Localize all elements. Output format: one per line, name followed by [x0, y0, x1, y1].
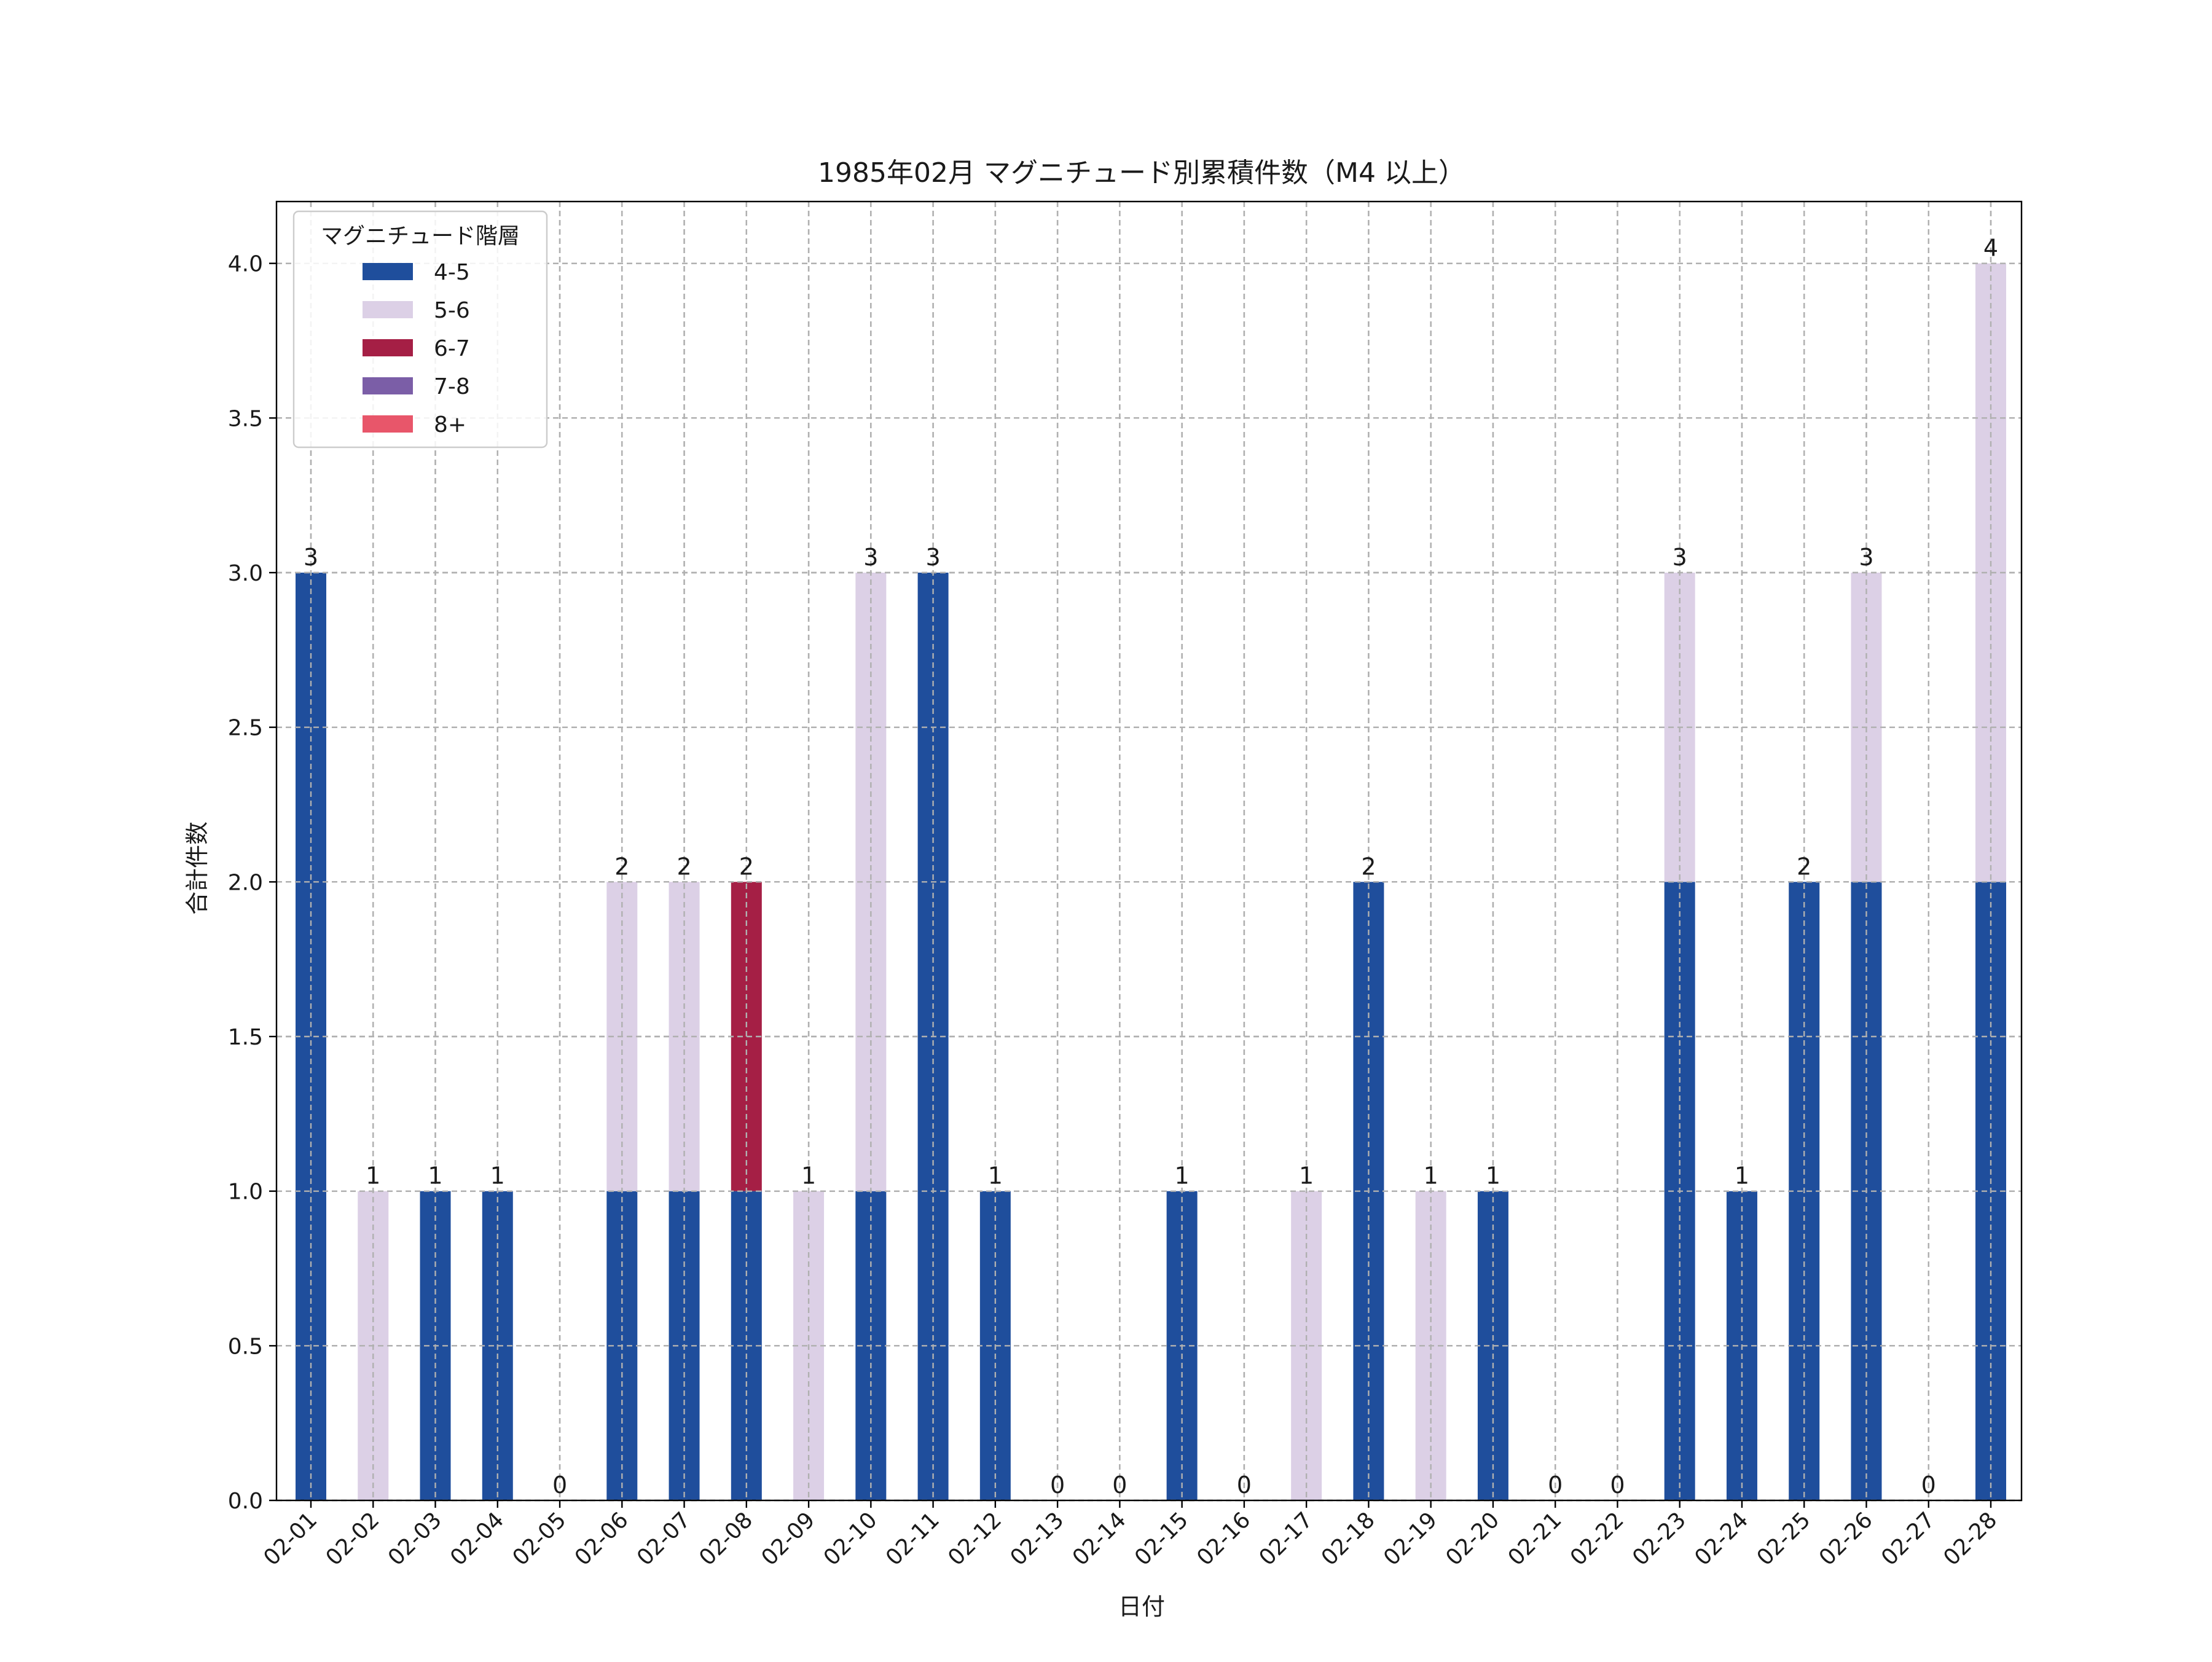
- legend-title: マグニチュード階層: [321, 224, 520, 249]
- bar-total-label: 1: [1175, 1162, 1190, 1190]
- bar-total-label: 1: [1735, 1162, 1749, 1190]
- legend-entries: 4-5 5-6 6-7 7-8 8+: [363, 260, 470, 437]
- legend: マグニチュード階層 4-5 5-6 6-7 7-8 8+: [292, 210, 548, 449]
- y-tick-label: 1.5: [228, 1025, 263, 1050]
- data-labels: 3 1 1 1 0 2 2 2 1 3 3 1 0 0 1 0 1 2 1 1 0 0 3 1 2 3 0 4: [304, 235, 1998, 1499]
- y-tick-label: 0.0: [228, 1489, 263, 1514]
- legend-swatch-6-7: [363, 339, 413, 356]
- legend-box: [292, 210, 548, 449]
- y-tick-label: 1.0: [228, 1180, 263, 1205]
- bar-total-label: 3: [925, 544, 940, 571]
- bar-total-label: 1: [801, 1162, 816, 1190]
- bar-total-label: 2: [739, 853, 754, 880]
- bar-total-label: 1: [490, 1162, 505, 1190]
- y-tick-label: 0.5: [228, 1334, 263, 1359]
- bar-total-label: 3: [1859, 544, 1873, 571]
- legend-swatch-8+: [363, 415, 413, 433]
- bar-total-label: 1: [988, 1162, 1003, 1190]
- y-tick-label: 2.0: [228, 870, 263, 895]
- y-tick-label: 4.0: [228, 252, 263, 277]
- bar-total-label: 0: [1112, 1472, 1127, 1499]
- bar-total-label: 0: [1921, 1472, 1936, 1499]
- legend-label-6-7: 6-7: [434, 336, 470, 361]
- y-axis-ticks: 0.0 0.5 1.0 1.5 2.0 2.5 3.0 3.5 4.0: [228, 252, 276, 1514]
- y-tick-label: 3.0: [228, 561, 263, 586]
- bar-total-label: 2: [614, 853, 629, 880]
- plot-frame: [275, 200, 2023, 1502]
- legend-swatch-7-8: [363, 377, 413, 394]
- y-axis-label: 合計件数: [184, 821, 211, 915]
- chart-title: 1985年02月 マグニチュード別累積件数（M4 以上）: [818, 157, 1465, 189]
- x-axis-label: 日付: [1118, 1593, 1165, 1620]
- bar-total-label: 3: [1673, 544, 1687, 571]
- bar-total-label: 1: [1486, 1162, 1500, 1190]
- bar-total-label: 0: [1050, 1472, 1065, 1499]
- bar-total-label: 0: [1610, 1472, 1625, 1499]
- bar-total-label: 1: [1424, 1162, 1438, 1190]
- bar-total-label: 1: [428, 1162, 442, 1190]
- legend-label-4-5: 4-5: [434, 260, 470, 285]
- y-tick-label: 2.5: [228, 716, 263, 741]
- bar-total-label: 0: [1548, 1472, 1563, 1499]
- bar-total-label: 0: [552, 1472, 567, 1499]
- bar-total-label: 3: [304, 544, 318, 571]
- bar-total-label: 1: [366, 1162, 380, 1190]
- legend-label-5-6: 5-6: [434, 298, 470, 323]
- bar-total-label: 2: [1361, 853, 1376, 880]
- legend-swatch-4-5: [363, 263, 413, 280]
- legend-swatch-5-6: [363, 301, 413, 318]
- bar-total-label: 3: [863, 544, 878, 571]
- legend-label-7-8: 7-8: [434, 374, 470, 399]
- bar-total-label: 2: [1797, 853, 1811, 880]
- bar-total-label: 2: [677, 853, 691, 880]
- y-tick-label: 3.5: [228, 406, 263, 431]
- bar-total-label: 0: [1237, 1472, 1252, 1499]
- bar-total-label: 1: [1299, 1162, 1314, 1190]
- bar-total-label: 4: [1983, 235, 1998, 262]
- legend-label-8+: 8+: [434, 412, 466, 437]
